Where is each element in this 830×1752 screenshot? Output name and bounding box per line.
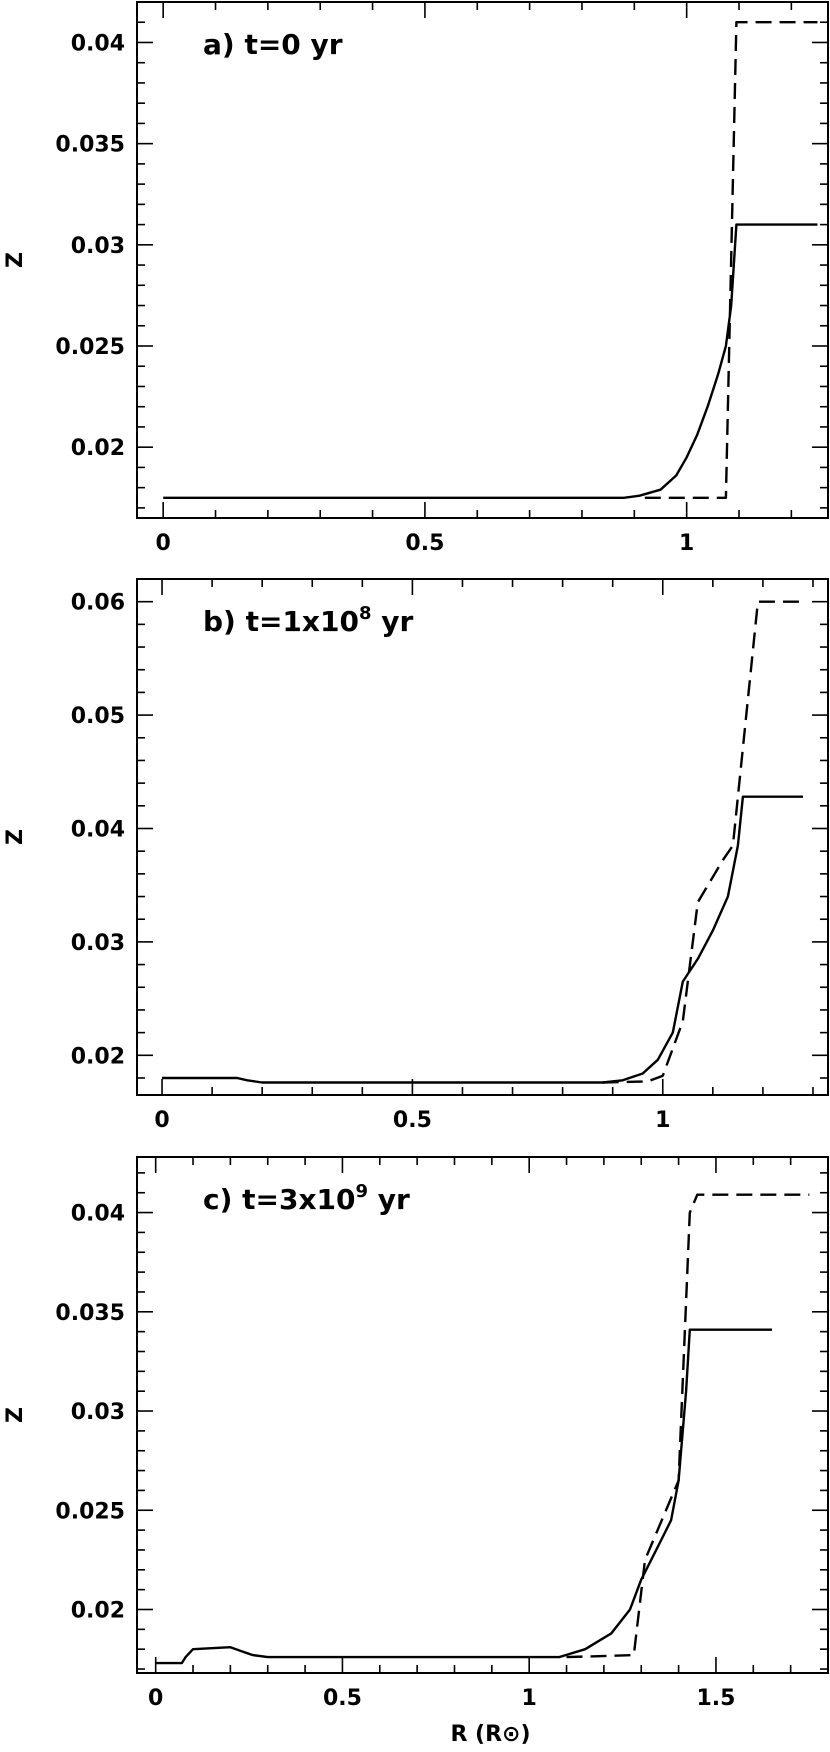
y-tick-label: 0.03: [71, 931, 125, 956]
dashed-series-line: [644, 21, 818, 499]
solid-series-line: [155, 1328, 772, 1665]
y-tick-label: 0.035: [55, 133, 125, 158]
plot-frame: [136, 1156, 829, 1674]
y-tick-label: 0.04: [71, 817, 125, 842]
x-tick-label: 1: [522, 1686, 537, 1711]
plot-frame: [136, 1, 829, 519]
annotation-suffix: yr: [371, 605, 413, 638]
panel-annotation: b) t=1x108 yr: [203, 603, 413, 638]
y-tick-label: 0.06: [71, 591, 125, 616]
annotation-suffix: yr: [301, 28, 343, 61]
annotation-prefix: a) t=0: [203, 28, 301, 61]
annotation-prefix: c) t=3x10: [203, 1183, 356, 1216]
y-axis-label: Z: [3, 252, 28, 268]
y-tick-label: 0.05: [71, 704, 125, 729]
annotation-superscript: 8: [359, 603, 372, 624]
y-tick-label: 0.02: [71, 436, 125, 461]
annotation-superscript: 9: [356, 1181, 369, 1202]
y-tick-label: 0.02: [71, 1598, 125, 1623]
x-tick-label: 0.5: [405, 531, 444, 556]
solid-series-line: [163, 223, 818, 499]
x-axis-label: R (R⊙): [450, 1722, 530, 1747]
y-tick-label: 0.02: [71, 1044, 125, 1069]
dashed-series-line: [602, 600, 803, 1084]
y-tick-label: 0.04: [71, 1202, 125, 1227]
dashed-series-line: [566, 1193, 810, 1659]
plot-frame: [136, 578, 829, 1096]
x-tick-label: 0.5: [323, 1686, 362, 1711]
panel-annotation: a) t=0 yr: [203, 28, 343, 61]
y-tick-label: 0.04: [71, 31, 125, 56]
y-tick-label: 0.03: [71, 234, 125, 259]
x-tick-label: 1: [679, 531, 694, 556]
panel-c: 0 0.5 1 1.5 0.02 0.025 0.03 0.035 0.04 Z R (R⊙) c) …: [3, 1156, 829, 1747]
y-tick-label: 0.035: [55, 1301, 125, 1326]
y-axis-label: Z: [3, 829, 28, 845]
panel-b: 0 0.5 1 0.02 0.03 0.04 0.05 0.06 Zb) t=1x108 yr: [3, 578, 829, 1133]
panel-annotation: c) t=3x109 yr: [203, 1181, 410, 1216]
solid-series-line: [162, 795, 803, 1084]
annotation-suffix: yr: [368, 1183, 410, 1216]
y-tick-label: 0.03: [71, 1400, 125, 1425]
y-axis-label: Z: [3, 1407, 28, 1423]
x-tick-label: 0: [156, 531, 171, 556]
y-tick-label: 0.025: [55, 335, 125, 360]
panel-a: 0 0.5 1 0.02 0.025 0.03 0.035 0.04 Za) t=0 yr: [3, 1, 829, 556]
x-tick-label: 1: [655, 1108, 670, 1133]
annotation-prefix: b) t=1x10: [203, 605, 359, 638]
x-tick-label: 1.5: [696, 1686, 735, 1711]
x-tick-label: 0: [148, 1686, 163, 1711]
x-tick-label: 0.5: [393, 1108, 432, 1133]
x-tick-label: 0: [154, 1108, 169, 1133]
y-tick-label: 0.025: [55, 1499, 125, 1524]
